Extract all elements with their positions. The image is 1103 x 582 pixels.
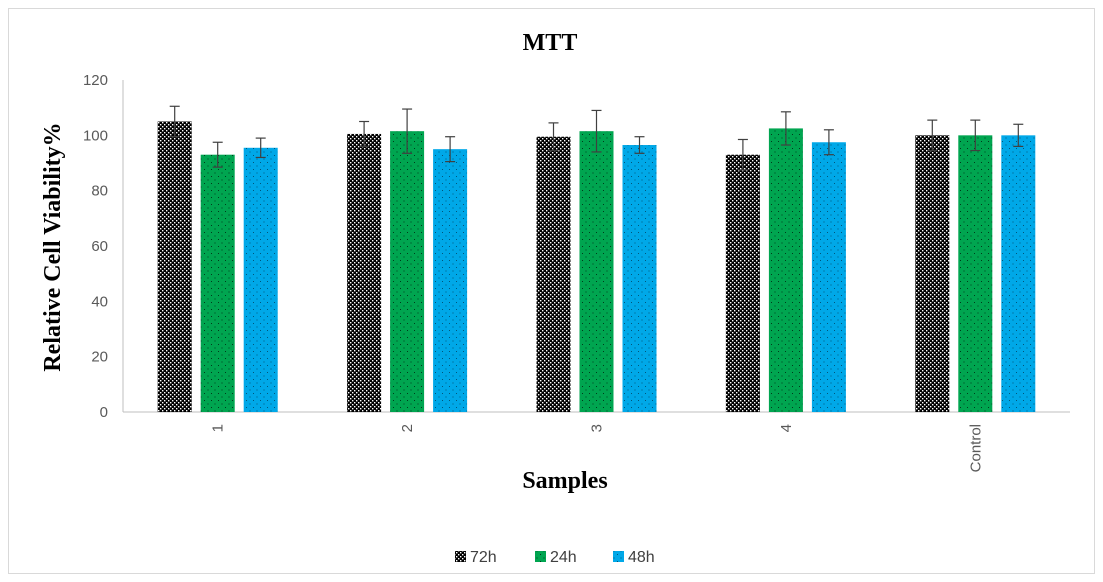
bars: [157, 105, 1036, 413]
bar-72h: [725, 154, 760, 412]
x-tick-label: 2: [399, 424, 416, 432]
legend-swatch-48h: [613, 551, 624, 562]
bar-48h: [622, 145, 657, 412]
bar-72h: [915, 135, 950, 413]
y-tick-label: 60: [91, 238, 108, 255]
bar-48h: [811, 142, 846, 412]
bar-72h: [157, 121, 192, 412]
bar-72h: [347, 133, 382, 412]
bar-24h: [390, 131, 425, 412]
bar-24h: [958, 135, 993, 413]
y-tick-label: 100: [83, 127, 108, 144]
x-tick-label: 3: [589, 424, 606, 432]
y-axis-title: Relative Cell Viability%: [40, 122, 66, 371]
x-tick-label: 1: [210, 424, 227, 432]
legend-label: 48h: [628, 549, 655, 566]
x-axis-title: Samples: [522, 468, 607, 494]
bar-48h: [243, 147, 278, 413]
x-axis: 1 2 3 4 Control: [123, 411, 1070, 472]
bar-24h: [200, 154, 235, 412]
y-axis: 0 20 40 60 80 100 120: [83, 72, 124, 421]
legend-swatch-72h: [455, 551, 466, 562]
bar-48h: [1001, 135, 1036, 413]
bar-48h: [433, 149, 468, 412]
legend-label: 72h: [470, 549, 497, 566]
bar-72h: [536, 136, 571, 412]
y-tick-label: 40: [91, 293, 108, 310]
legend-swatch-24h: [535, 551, 546, 562]
x-tick-label: 4: [778, 424, 795, 432]
bar-24h: [579, 131, 614, 412]
x-tick-label: Control: [967, 424, 984, 472]
legend-label: 24h: [550, 549, 577, 566]
y-tick-label: 80: [91, 183, 108, 200]
y-tick-label: 0: [100, 404, 108, 421]
y-tick-label: 120: [83, 72, 108, 89]
y-tick-label: 20: [91, 349, 108, 366]
legend: 72h 24h 48h: [455, 549, 655, 566]
bar-24h: [768, 128, 803, 412]
chart-title: MTT: [523, 30, 578, 56]
